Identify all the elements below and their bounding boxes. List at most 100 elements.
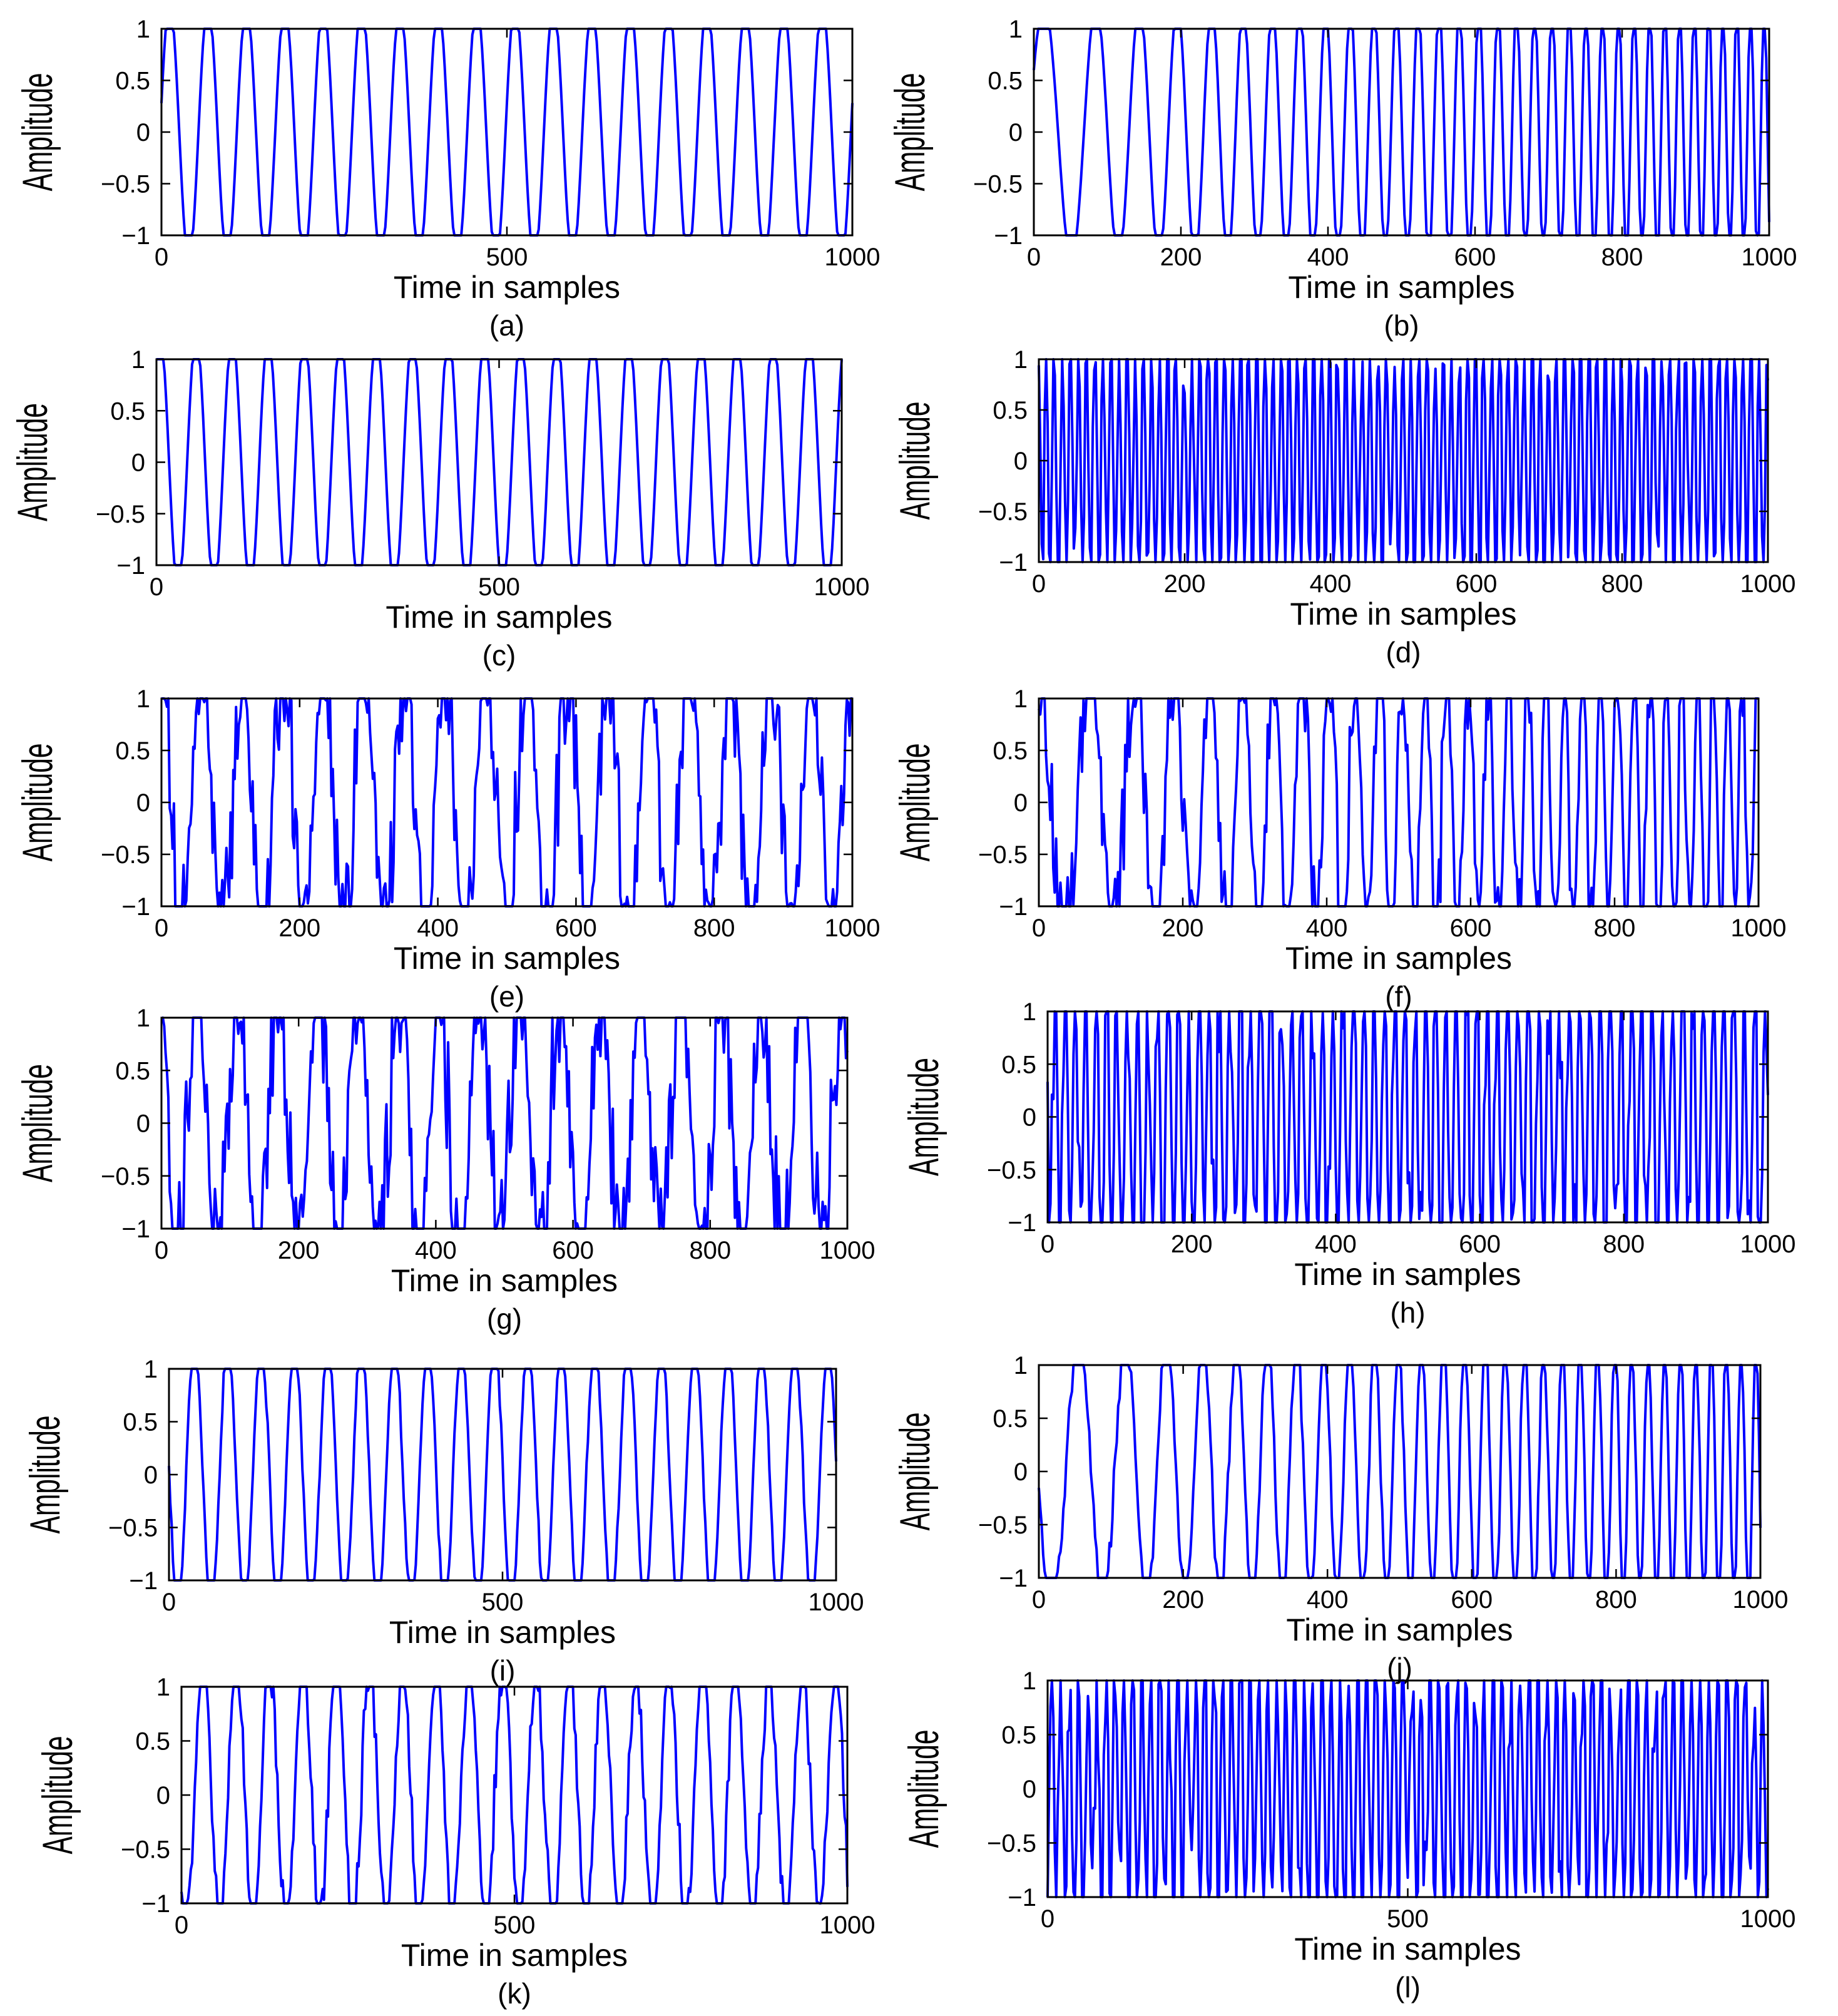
subplot-caption: (g) xyxy=(487,1302,522,1335)
xtick-label: 1000 xyxy=(825,914,881,942)
ytick-label: 1 xyxy=(1023,998,1036,1026)
ytick-label: −0.5 xyxy=(978,498,1028,526)
y-axis-title: Amplitude xyxy=(34,1736,81,1855)
y-axis-title: Amplitude xyxy=(900,1730,947,1848)
ytick-label: −1 xyxy=(141,1890,170,1918)
ytick-label: −0.5 xyxy=(978,1512,1028,1539)
xtick-label: 200 xyxy=(278,1237,320,1264)
y-axis-title: Amplitude xyxy=(891,402,938,520)
ytick-label: −1 xyxy=(999,1565,1028,1592)
xtick-label: 400 xyxy=(1310,570,1352,598)
ytick-label: −0.5 xyxy=(978,841,1028,869)
x-axis-title: Time in samples xyxy=(1288,270,1514,305)
xtick-label: 400 xyxy=(1315,1231,1357,1258)
xtick-label: 0 xyxy=(1041,1231,1054,1258)
ytick-label: 0.5 xyxy=(988,68,1023,95)
xtick-label: 1000 xyxy=(809,1589,864,1616)
ytick-label: −1 xyxy=(116,552,145,580)
x-axis-title: Time in samples xyxy=(385,600,612,635)
xtick-label: 0 xyxy=(162,1589,176,1616)
xtick-label: 1000 xyxy=(1740,570,1796,598)
ytick-label: 0 xyxy=(131,449,145,477)
ytick-label: −1 xyxy=(999,893,1028,921)
signal-line xyxy=(1038,1364,1762,1579)
ytick-label: 1 xyxy=(136,16,150,43)
ytick-label: 1 xyxy=(156,1674,170,1701)
x-axis-title: Time in samples xyxy=(1286,1612,1513,1647)
subplot-caption: (l) xyxy=(1395,1971,1421,2003)
xtick-label: 0 xyxy=(175,1911,188,1939)
xtick-label: 0 xyxy=(1032,570,1046,598)
subplot-caption: (f) xyxy=(1385,980,1412,1013)
xtick-label: 1000 xyxy=(820,1911,876,1939)
xtick-label: 500 xyxy=(494,1911,536,1939)
subplot-caption: (b) xyxy=(1384,309,1419,342)
ytick-label: −1 xyxy=(121,1215,150,1243)
plot-frame xyxy=(160,697,854,908)
ytick-label: −0.5 xyxy=(108,1515,158,1542)
ytick-label: 0.5 xyxy=(115,1057,150,1085)
ytick-label: 0 xyxy=(1014,1458,1028,1486)
signal-line xyxy=(160,28,854,237)
ytick-label: −0.5 xyxy=(96,501,145,528)
ytick-label: 0.5 xyxy=(115,737,150,765)
xtick-label: 600 xyxy=(1459,1231,1501,1258)
xtick-label: 1000 xyxy=(1731,914,1787,942)
ytick-label: 1 xyxy=(136,1005,150,1032)
ytick-label: 1 xyxy=(1014,346,1028,374)
signal-line xyxy=(1033,28,1770,237)
y-axis-title: Amplitude xyxy=(14,744,61,862)
xtick-label: 0 xyxy=(1041,1905,1054,1933)
xtick-label: 800 xyxy=(693,914,735,942)
y-axis-title: Amplitude xyxy=(9,403,56,521)
signal-line xyxy=(1038,358,1769,563)
y-axis-title: Amplitude xyxy=(900,1058,947,1176)
xtick-label: 600 xyxy=(1451,1586,1493,1614)
x-axis-title: Time in samples xyxy=(1294,1257,1521,1292)
ytick-label: 0 xyxy=(1014,789,1028,817)
xtick-label: 200 xyxy=(1164,570,1206,598)
xtick-label: 600 xyxy=(552,1237,594,1264)
signal-line xyxy=(1038,697,1759,908)
ytick-label: 0 xyxy=(1009,119,1023,146)
xtick-label: 0 xyxy=(155,1237,168,1264)
ytick-label: 1 xyxy=(131,346,145,374)
ytick-label: −0.5 xyxy=(101,841,150,869)
ytick-label: −1 xyxy=(129,1567,158,1595)
xtick-label: 600 xyxy=(555,914,597,942)
xtick-label: 400 xyxy=(417,914,459,942)
xtick-label: 200 xyxy=(1162,914,1204,942)
ytick-label: −0.5 xyxy=(987,1157,1036,1184)
xtick-label: 1000 xyxy=(825,243,881,271)
xtick-label: 400 xyxy=(1307,243,1349,271)
y-axis-title: Amplitude xyxy=(21,1416,68,1534)
signal-line xyxy=(1046,1010,1769,1224)
signal-line xyxy=(1046,1679,1769,1898)
ytick-label: −1 xyxy=(999,549,1028,576)
xtick-label: 1000 xyxy=(1742,243,1797,271)
ytick-label: 0.5 xyxy=(1001,1051,1036,1078)
ytick-label: 0.5 xyxy=(1001,1722,1036,1749)
xtick-label: 0 xyxy=(1032,1586,1046,1614)
x-axis-title: Time in samples xyxy=(401,1938,628,1973)
ytick-label: −1 xyxy=(1008,1209,1036,1237)
subplot-caption: (i) xyxy=(490,1654,516,1687)
ytick-label: −0.5 xyxy=(121,1836,170,1864)
ytick-label: −1 xyxy=(994,222,1023,250)
ytick-label: 1 xyxy=(136,685,150,713)
x-axis-title: Time in samples xyxy=(1285,941,1512,976)
plot-frame xyxy=(160,28,854,237)
y-axis-title: Amplitude xyxy=(886,73,933,192)
xtick-label: 1000 xyxy=(1740,1231,1796,1258)
ytick-label: −0.5 xyxy=(987,1830,1036,1858)
xtick-label: 0 xyxy=(1032,914,1046,942)
xtick-label: 0 xyxy=(1027,243,1041,271)
